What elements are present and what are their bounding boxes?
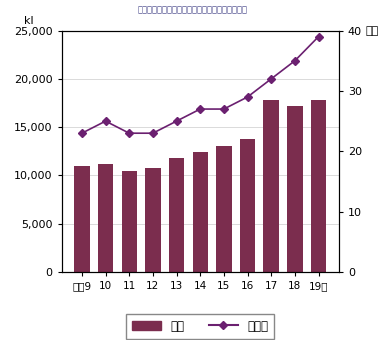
- Text: 全国レベルでのしょう油の輸出量及び輸出額推移: 全国レベルでのしょう油の輸出量及び輸出額推移: [137, 5, 248, 14]
- Bar: [216, 147, 231, 272]
- Bar: [192, 152, 208, 272]
- Bar: [74, 166, 90, 272]
- Bar: [145, 168, 161, 272]
- Legend: 数量, 輸出額: 数量, 輸出額: [126, 314, 275, 339]
- Y-axis label: 億円: 億円: [365, 26, 379, 36]
- Bar: [287, 106, 303, 272]
- Bar: [122, 171, 137, 272]
- Bar: [98, 164, 113, 272]
- Y-axis label: kl: kl: [23, 16, 33, 26]
- Bar: [169, 158, 184, 272]
- Bar: [311, 100, 326, 272]
- Bar: [240, 139, 255, 272]
- Bar: [263, 100, 279, 272]
